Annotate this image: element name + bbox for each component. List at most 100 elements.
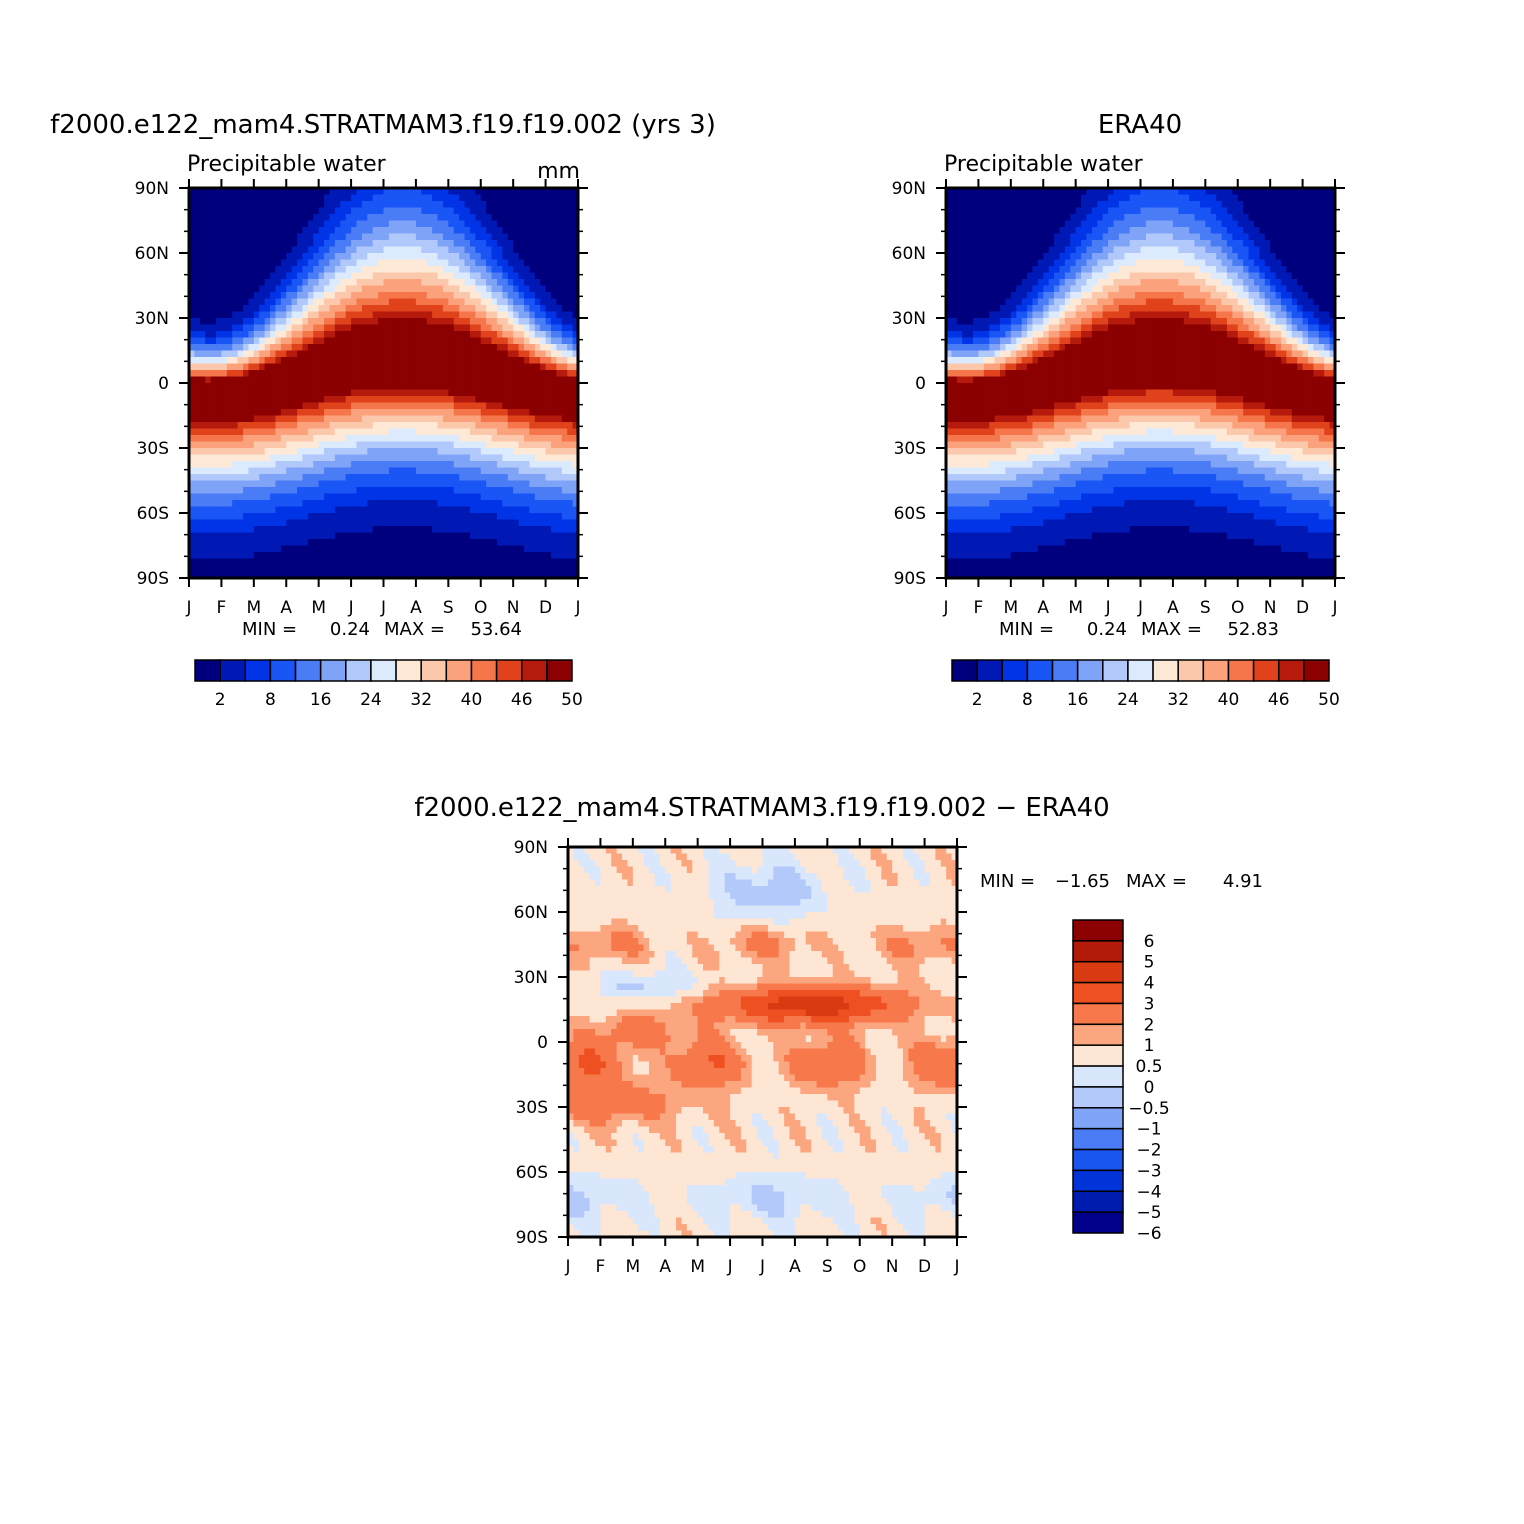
contour-cell bbox=[491, 506, 498, 514]
contour-cell bbox=[264, 305, 271, 313]
contour-cell bbox=[259, 318, 266, 326]
contour-cell bbox=[329, 363, 336, 371]
contour-cell bbox=[226, 266, 233, 274]
contour-cell bbox=[1075, 207, 1082, 215]
contour-cell bbox=[1172, 201, 1179, 209]
contour-cell bbox=[513, 266, 520, 274]
contour-cell bbox=[232, 526, 239, 534]
contour-cell bbox=[973, 201, 980, 209]
contour-cell bbox=[194, 259, 201, 267]
contour-cell bbox=[572, 513, 578, 521]
contour-cell bbox=[448, 545, 455, 553]
contour-cell bbox=[437, 292, 444, 300]
contour-cell bbox=[502, 519, 509, 527]
contour-cell bbox=[216, 292, 223, 300]
contour-cell bbox=[232, 571, 239, 578]
contour-cell bbox=[1275, 214, 1282, 222]
contour-cell bbox=[302, 402, 309, 410]
contour-cell bbox=[243, 500, 250, 508]
y-tick-label: 0 bbox=[158, 374, 169, 394]
contour-cell bbox=[394, 435, 401, 443]
contour-cell bbox=[286, 461, 293, 469]
contour-cell bbox=[399, 461, 406, 469]
contour-cell bbox=[237, 500, 244, 508]
contour-cell bbox=[367, 279, 374, 287]
contour-cell bbox=[378, 558, 385, 566]
contour-cell bbox=[415, 357, 422, 365]
contour-cell bbox=[421, 363, 428, 371]
contour-cell bbox=[459, 545, 466, 553]
contour-cell bbox=[291, 539, 298, 547]
contour-cell bbox=[378, 214, 385, 222]
contour-cell bbox=[550, 526, 557, 534]
contour-cell bbox=[415, 272, 422, 280]
contour-cell bbox=[297, 428, 304, 436]
contour-cell bbox=[318, 383, 325, 391]
contour-cell bbox=[313, 272, 320, 280]
contour-cell bbox=[459, 402, 466, 410]
contour-cell bbox=[372, 441, 379, 449]
contour-cell bbox=[340, 500, 347, 508]
contour-cell bbox=[189, 311, 195, 319]
contour-cell bbox=[1054, 207, 1061, 215]
contour-cell bbox=[383, 194, 390, 202]
contour-cell bbox=[523, 558, 530, 566]
colorbar-label: 24 bbox=[360, 690, 382, 710]
contour-cell bbox=[324, 207, 331, 215]
contour-cell bbox=[1275, 194, 1282, 202]
contour-cell bbox=[356, 506, 363, 514]
contour-cell bbox=[318, 363, 325, 371]
contour-cell bbox=[550, 220, 557, 228]
contour-cell bbox=[518, 422, 525, 430]
contour-cell bbox=[297, 240, 304, 248]
contour-cell bbox=[1124, 233, 1131, 241]
contour-cell bbox=[415, 201, 422, 209]
contour-cell bbox=[194, 201, 201, 209]
contour-cell bbox=[426, 526, 433, 534]
contour-cell bbox=[534, 409, 541, 417]
contour-cell bbox=[334, 389, 341, 397]
contour-cell bbox=[248, 259, 255, 267]
contour-cell bbox=[394, 493, 401, 501]
contour-cell bbox=[291, 493, 298, 501]
contour-cell bbox=[464, 240, 471, 248]
contour-cell bbox=[383, 331, 390, 339]
contour-cell bbox=[291, 441, 298, 449]
contour-cell bbox=[297, 461, 304, 469]
contour-cell bbox=[286, 324, 293, 332]
contour-cell bbox=[1124, 207, 1131, 215]
contour-cell bbox=[210, 363, 217, 371]
contour-cell bbox=[529, 552, 536, 560]
contour-cell bbox=[464, 214, 471, 222]
contour-cell bbox=[567, 552, 574, 560]
contour-cell bbox=[572, 506, 578, 514]
contour-cell bbox=[388, 292, 395, 300]
contour-cell bbox=[405, 220, 412, 228]
contour-cell bbox=[550, 480, 557, 488]
contour-cell bbox=[432, 435, 439, 443]
contour-cell bbox=[1210, 207, 1217, 215]
contour-cell bbox=[302, 305, 309, 313]
contour-cell bbox=[194, 214, 201, 222]
contour-cell bbox=[1264, 201, 1271, 209]
contour-cell bbox=[1232, 194, 1239, 202]
contour-cell bbox=[259, 441, 266, 449]
contour-cell bbox=[340, 201, 347, 209]
contour-cell bbox=[356, 487, 363, 495]
contour-cell bbox=[486, 220, 493, 228]
contour-cell bbox=[329, 305, 336, 313]
contour-cell bbox=[367, 552, 374, 560]
contour-cell bbox=[448, 201, 455, 209]
contour-cell bbox=[513, 344, 520, 352]
contour-cell bbox=[372, 396, 379, 404]
contour-cell bbox=[561, 461, 568, 469]
contour-cell bbox=[313, 454, 320, 462]
contour-cell bbox=[507, 376, 514, 384]
contour-cell bbox=[253, 422, 260, 430]
contour-cell bbox=[507, 389, 514, 397]
contour-cell bbox=[1221, 188, 1228, 196]
contour-cell bbox=[469, 376, 476, 384]
contour-cell bbox=[415, 259, 422, 267]
contour-cell bbox=[1010, 194, 1017, 202]
contour-cell bbox=[280, 571, 287, 578]
